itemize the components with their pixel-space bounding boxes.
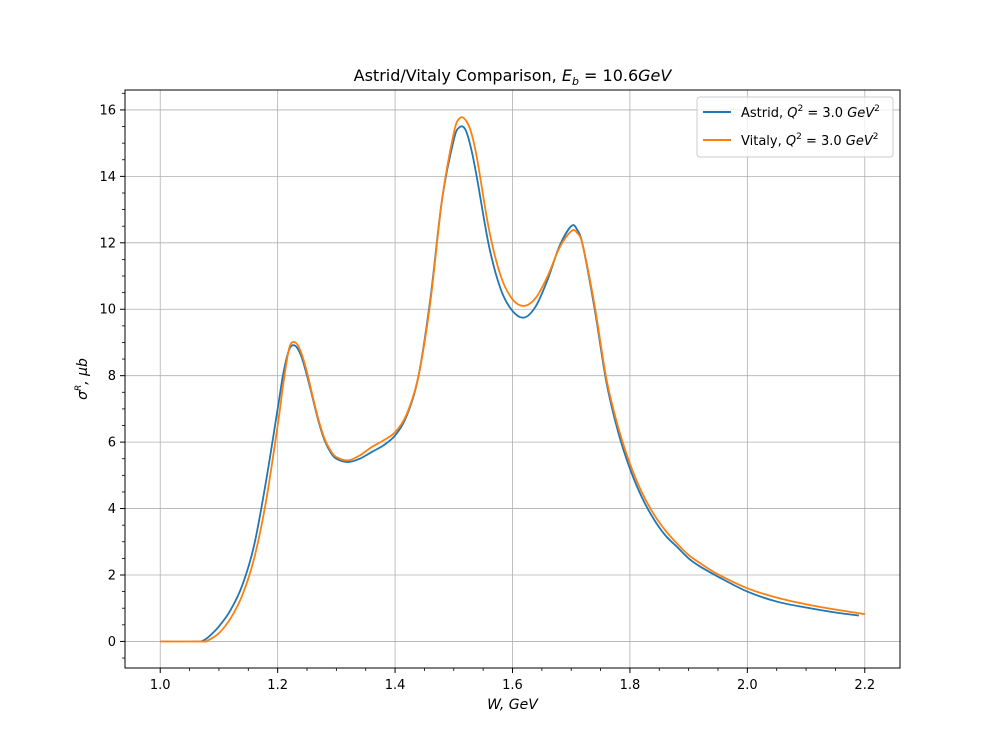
y-tick-label: 12 [99,236,116,251]
y-tick-label: 10 [99,303,116,318]
x-tick-label: 1.6 [502,678,523,693]
x-tick-label: 1.4 [385,678,406,693]
x-ticks: 1.0 1.2 1.4 1.6 1.8 2.0 2.2 [150,668,875,693]
y-tick-label: 6 [108,436,116,451]
y-tick-label: 2 [108,568,116,583]
x-tick-label: 2.2 [854,678,875,693]
series-line-astrid [200,125,860,643]
x-tick-label: 2.0 [737,678,758,693]
series-line-vitaly [160,116,865,643]
y-tick-label: 4 [108,502,116,517]
y-axis-label: σR, μb [74,358,91,400]
series-lines [160,116,865,643]
legend-box [696,96,894,158]
chart-title: Astrid/Vitaly Comparison, Eb = 10.6GeV [354,66,673,88]
y-tick-label: 0 [108,635,116,650]
grid [125,90,900,668]
y-ticks: 0 2 4 6 8 10 12 14 16 [99,92,125,659]
legend-item-astrid: Astrid, Q2 = 3.0 GeV2 [703,104,880,121]
legend: Astrid, Q2 = 3.0 GeV2 Vitaly, Q2 = 3.0 G… [696,96,894,158]
x-tick-label: 1.8 [620,678,641,693]
x-tick-label: 1.0 [150,678,171,693]
legend-label-vitaly: Vitaly, Q2 = 3.0 GeV2 [741,132,879,149]
y-tick-label: 16 [99,103,116,118]
x-axis-label: W, GeV [487,697,539,713]
legend-item-vitaly: Vitaly, Q2 = 3.0 GeV2 [703,132,879,149]
y-tick-label: 14 [99,170,116,185]
x-tick-label: 1.2 [267,678,288,693]
legend-label-astrid: Astrid, Q2 = 3.0 GeV2 [741,104,880,121]
y-tick-label: 8 [108,369,116,384]
